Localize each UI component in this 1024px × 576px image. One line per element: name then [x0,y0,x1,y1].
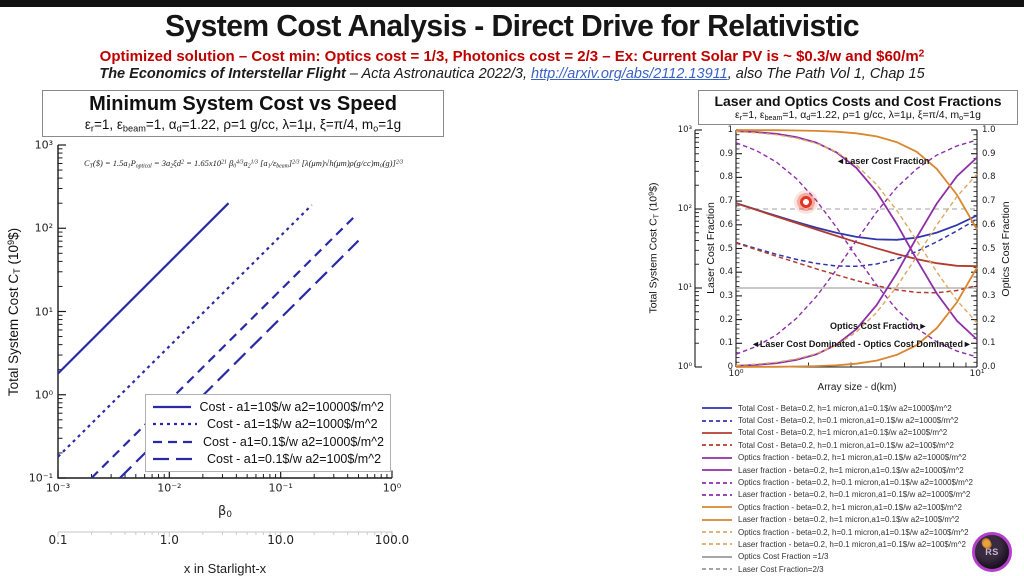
arxiv-link[interactable]: http://arxiv.org/abs/2112.13911 [531,66,728,82]
cost-tick: 10² [677,204,692,214]
left-x-axis-label: β0 [218,504,232,521]
logo-text: RS [985,547,999,557]
starlight-x-tick: 1.0 [159,533,179,547]
laser-fraction-tick: 0.3 [719,290,733,301]
right-x-axis-label: Array size - d(km) [817,382,897,393]
left-x-tick: 10⁰ [382,481,402,495]
left-legend-item: Cost - a1=0.1$/w a2=1000$/m^2 [153,434,384,449]
source-line: The Economics of Interstellar Flight – A… [0,66,1024,82]
left-x-tick: 10⁻² [157,481,182,495]
laser-fraction-tick: 0.5 [719,243,733,254]
cost-tick: 10¹ [677,283,692,293]
laser-fraction-tick: 0.7 [719,196,733,207]
laser-fraction-axis-label: Laser Cost Fraction [705,202,717,294]
cost-tick: 10⁰ [677,362,692,372]
subtitle: Optimized solution – Cost min: Optics co… [99,48,925,65]
right-legend-item: Total Cost - Beta=0.2, h=0.1 micron,a1=0… [702,416,959,426]
cost-equation: CT($) = 1.5a1Poptical = 3a2ξd2 = 1.65x10… [84,158,404,170]
left-legend-item: Cost - a1=0.1$/w a2=100$/m^2 [153,452,382,467]
optics-fraction-tick: 0.8 [982,172,996,183]
optics-fraction-tick: 0.6 [982,219,996,230]
laser-fraction-tick: 0.1 [719,338,733,349]
laser-fraction-annotation: ◄Laser Cost Fraction [836,156,930,166]
source-work: The Economics of Interstellar Flight [99,66,346,82]
optics-fraction-tick: 0.1 [982,338,996,349]
starlight-x-tick: 0.1 [48,533,68,547]
left-y-tick: 10² [34,221,53,235]
optics-fraction-tick: 0.4 [982,267,996,278]
right-chart [694,129,978,368]
right-legend-item: Laser fraction - beta=0.2, h=1 micron,a1… [702,465,964,475]
right-legend-item: Optics fraction - beta=0.2, h=1 micron,a… [702,502,962,512]
right-legend-item: Optics fraction - beta=0.2, h=0.1 micron… [702,478,974,488]
laser-fraction-tick: 0.6 [719,219,733,230]
source-suffix: , also The Path Vol 1, Chap 15 [727,66,925,82]
right-chart-title: Laser and Optics Costs and Cost Fraction… [714,93,1002,109]
starlight-x-tick: 100.0 [374,533,410,547]
laser-fraction-tick: 0.2 [719,314,733,325]
optics-fraction-tick: 0.5 [982,243,996,254]
laser-fraction-tick: 0 [727,362,733,372]
optics-fraction-tick: 0.3 [982,290,996,301]
right-legend-item: Total Cost - Beta=0.2, h=1 micron,a1=0.1… [702,403,952,413]
left-chart-params: εr=1, εbeam=1, αd=1.22, ρ=1 g/cc, λ=1μ, … [84,117,402,134]
laser-fraction-tick: 0.8 [719,172,733,183]
starlight-x-tick: 10.0 [267,533,295,547]
left-y-tick: 10⁰ [34,388,53,402]
top-bar [0,0,1024,7]
cost-tick: 10³ [677,125,692,135]
secondary-x-axis-label: x in Starlight-x [183,561,267,576]
optics-fraction-tick: 0.7 [982,196,996,207]
source-middle: – Acta Astronautica 2022/3, [345,66,532,82]
left-x-tick: 10⁻³ [45,481,71,495]
channel-logo: RS [972,532,1012,572]
optics-fraction-axis-label: Optics Cost Fraction [1000,201,1012,297]
left-x-tick: 10⁻¹ [268,481,293,495]
right-chart-params: εr=1, εbeam=1, αd=1.22, ρ=1 g/cc, λ=1μ, … [735,109,981,122]
right-legend-item: Total Cost - Beta=0.2, h=1 micron,a1=0.1… [702,428,948,438]
optics-fraction-tick: 0.2 [982,314,996,325]
laser-fraction-tick: 0.9 [719,148,733,159]
page-title: System Cost Analysis - Direct Drive for … [165,8,859,43]
right-cost-axis-label: Total System Cost CT (109$) [647,182,661,314]
right-x-tick: 10⁰ [728,369,744,379]
laser-fraction-tick: 0.4 [719,267,733,278]
laser-fraction-tick: 1 [727,125,733,135]
optics-fraction-tick: 0.9 [982,148,996,159]
right-legend-item: Total Cost - Beta=0.2, h=0.1 micron,a1=0… [702,440,954,450]
optics-fraction-tick: 1.0 [982,125,996,135]
laser-pointer-dot [794,190,818,214]
left-legend: Cost - a1=10$/w a2=10000$/m^2 Cost - a1=1… [145,394,391,472]
right-chart-header: Laser and Optics Costs and Cost Fraction… [698,90,1018,125]
right-legend: Total Cost - Beta=0.2, h=1 micron,a1=0.1… [701,402,1023,575]
dominance-annotation: ◄Laser Cost Dominated - Optics Cost Domi… [751,339,972,349]
right-legend-item: Optics fraction - beta=0.2, h=1 micron,a… [702,453,967,463]
optics-fraction-annotation: Optics Cost Fraction► [830,321,928,331]
right-legend-item: Laser fraction - beta=0.2, h=0.1 micron,… [702,490,971,500]
left-legend-item: Cost - a1=1$/w a2=1000$/m^2 [153,417,378,432]
left-y-tick: 10¹ [34,305,53,318]
left-y-axis-label: Total System Cost CT (109$) [5,227,23,397]
left-y-tick: 10³ [34,138,53,152]
right-x-tick: 10¹ [969,369,985,379]
left-chart-header: Minimum System Cost vs Speed εr=1, εbeam… [42,90,444,138]
left-y-tick: 10⁻¹ [28,471,53,485]
right-legend-item: Laser fraction - beta=0.2, h=1 micron,a1… [702,515,960,525]
right-legend-item: Laser Cost Fraction=2/3 [702,564,824,574]
right-legend-item: Optics Cost Fraction =1/3 [702,552,829,562]
right-legend-item: Optics fraction - beta=0.2, h=0.1 micron… [702,527,969,537]
right-legend-item: Laser fraction - beta=0.2, h=0.1 micron,… [702,539,966,549]
left-chart-title: Minimum System Cost vs Speed [89,93,397,115]
optics-fraction-tick: 0.0 [982,362,996,372]
left-legend-item: Cost - a1=10$/w a2=10000$/m^2 [153,399,384,414]
